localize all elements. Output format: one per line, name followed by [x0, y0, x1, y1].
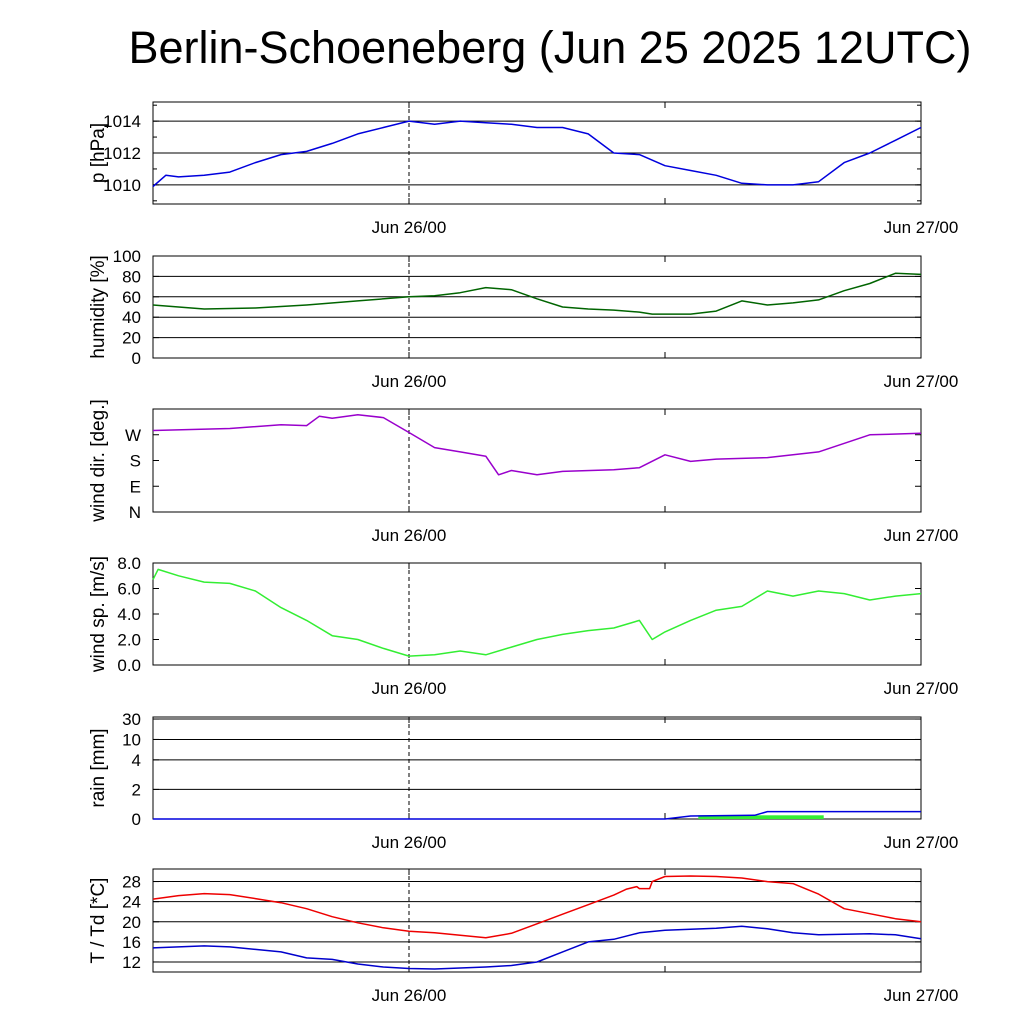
series-line-dewpoint	[152, 925, 922, 970]
ytick-label-wind_speed: 4.0	[117, 605, 141, 624]
ytick-label-wind_dir: W	[125, 426, 141, 445]
plot-frame-rain	[152, 716, 922, 820]
ytick-label-rain: 10	[122, 730, 141, 749]
ytick-label-temp: 24	[122, 893, 141, 912]
chart-title: Berlin-Schoeneberg (Jun 25 2025 12UTC)	[128, 22, 972, 73]
ytick-label-rain: 2	[132, 780, 141, 799]
plot-frame-wind_dir	[152, 408, 922, 513]
ylabel-rain: rain [mm]	[88, 728, 109, 807]
ylabel-wind_speed: wind sp. [m/s]	[88, 556, 109, 673]
ylabel-humidity: humidity [%]	[88, 255, 109, 358]
series-line-humidity	[152, 272, 922, 315]
xtick-label-rain: Jun 26/00	[372, 833, 447, 852]
ylabel-pressure: p [hPa]	[88, 123, 109, 183]
xtick-label-pressure: Jun 27/00	[884, 218, 959, 237]
xtick-label-temp: Jun 27/00	[884, 986, 959, 1005]
ytick-label-temp: 12	[122, 953, 141, 972]
ylabel-wind_dir: wind dir. [deg.]	[88, 399, 109, 523]
ytick-label-humidity: 100	[113, 247, 141, 266]
xtick-label-wind_dir: Jun 26/00	[372, 526, 447, 545]
ytick-label-temp: 16	[122, 933, 141, 952]
xtick-label-temp: Jun 26/00	[372, 986, 447, 1005]
ytick-label-pressure: 1014	[103, 112, 141, 131]
ytick-label-wind_speed: 0.0	[117, 656, 141, 675]
rain-bar	[698, 815, 824, 819]
ytick-label-pressure: 1010	[103, 176, 141, 195]
ylabel-temp: T / Td [*C]	[88, 878, 109, 964]
ytick-label-humidity: 60	[122, 288, 141, 307]
xtick-label-wind_speed: Jun 27/00	[884, 679, 959, 698]
ytick-label-wind_dir: E	[130, 477, 141, 496]
ytick-label-wind_dir: N	[129, 503, 141, 522]
xtick-label-humidity: Jun 27/00	[884, 372, 959, 391]
ytick-label-humidity: 80	[122, 267, 141, 286]
xtick-label-wind_speed: Jun 26/00	[372, 679, 447, 698]
ytick-label-humidity: 0	[132, 349, 141, 368]
xtick-label-wind_dir: Jun 27/00	[884, 526, 959, 545]
series-line-rain_total	[153, 810, 921, 820]
xtick-label-rain: Jun 27/00	[884, 833, 959, 852]
ytick-label-wind_speed: 8.0	[117, 554, 141, 573]
ytick-label-temp: 20	[122, 913, 141, 932]
plot-frame-humidity	[152, 255, 922, 359]
plot-frame-wind_speed	[152, 562, 922, 666]
ytick-label-rain: 0	[132, 810, 141, 829]
ytick-label-humidity: 20	[122, 329, 141, 348]
series-line-wind_dir	[152, 413, 922, 476]
ytick-label-pressure: 1012	[103, 144, 141, 163]
ytick-label-wind_dir: S	[130, 452, 141, 471]
ytick-label-humidity: 40	[122, 308, 141, 327]
plot-frame-temp	[152, 868, 922, 973]
series-line-temperature	[152, 875, 922, 939]
ytick-label-rain: 30	[122, 710, 141, 729]
xtick-label-pressure: Jun 26/00	[372, 218, 447, 237]
ytick-label-wind_speed: 6.0	[117, 580, 141, 599]
panel-wind_speed: 0.0 2.0 4.0 6.0 8.0 wind sp. [m/s] Jun 26/00 Ju…	[88, 554, 958, 698]
series-line-pressure	[152, 120, 922, 188]
ytick-label-rain: 4	[132, 751, 141, 770]
ytick-label-wind_speed: 2.0	[117, 631, 141, 650]
series-line-wind_speed	[152, 568, 922, 657]
xtick-label-humidity: Jun 26/00	[372, 372, 447, 391]
ytick-label-temp: 28	[122, 873, 141, 892]
